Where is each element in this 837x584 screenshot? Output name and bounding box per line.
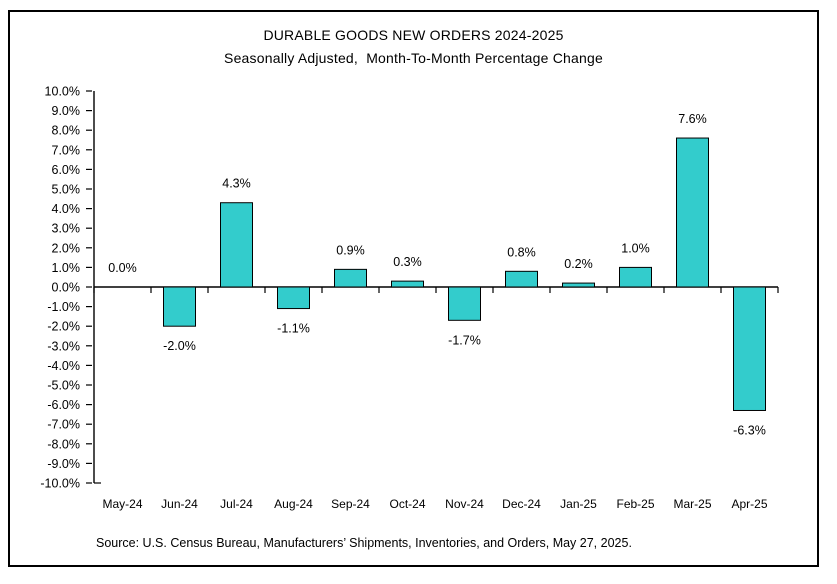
bar-Dec-24 bbox=[505, 270, 538, 288]
x-axis-label-Jul-24: Jul-24 bbox=[220, 497, 253, 511]
bar-Feb-25 bbox=[619, 266, 652, 288]
bar-Jan-25 bbox=[562, 282, 595, 288]
y-axis-tick-label: 4.0% bbox=[52, 202, 81, 216]
bar-value-label-Nov-24: -1.7% bbox=[448, 333, 481, 347]
x-axis-label-May-24: May-24 bbox=[102, 497, 142, 511]
bar-value-label-Apr-25: -6.3% bbox=[733, 423, 766, 437]
chart-subtitle: Seasonally Adjusted, Month-To-Month Perc… bbox=[224, 50, 603, 66]
bar-Nov-24 bbox=[448, 286, 481, 321]
x-axis-label-Oct-24: Oct-24 bbox=[389, 497, 425, 511]
x-axis-label-Feb-25: Feb-25 bbox=[616, 497, 654, 511]
bar-value-label-Jun-24: -2.0% bbox=[163, 339, 196, 353]
bar-value-label-Sep-24: 0.9% bbox=[336, 243, 365, 257]
y-axis-tick-label: 9.0% bbox=[52, 104, 81, 118]
bar-value-label-Dec-24: 0.8% bbox=[507, 245, 536, 259]
y-axis-tick-label: -6.0% bbox=[47, 398, 80, 412]
x-axis-label-Jun-24: Jun-24 bbox=[161, 497, 198, 511]
x-axis-label-Aug-24: Aug-24 bbox=[274, 497, 313, 511]
y-axis-tick-label: 7.0% bbox=[52, 143, 81, 157]
bar-Mar-25 bbox=[676, 137, 709, 288]
chart-border-frame bbox=[8, 10, 819, 567]
bar-Jul-24 bbox=[220, 202, 253, 288]
y-axis-tick-label: 0.0% bbox=[52, 281, 81, 295]
y-axis-tick-label: 6.0% bbox=[52, 163, 81, 177]
bar-value-label-Mar-25: 7.6% bbox=[678, 112, 707, 126]
x-axis-label-Nov-24: Nov-24 bbox=[445, 497, 484, 511]
y-axis-tick-label: 1.0% bbox=[52, 261, 81, 275]
x-axis-label-Jan-25: Jan-25 bbox=[560, 497, 597, 511]
y-axis-tick-label: -4.0% bbox=[47, 359, 80, 373]
x-axis-label-Apr-25: Apr-25 bbox=[731, 497, 767, 511]
bar-value-label-Oct-24: 0.3% bbox=[393, 255, 422, 269]
x-axis-label-Sep-24: Sep-24 bbox=[331, 497, 370, 511]
bar-value-label-May-24: 0.0% bbox=[108, 261, 137, 275]
y-axis-tick-label: 3.0% bbox=[52, 222, 81, 236]
bar-Aug-24 bbox=[277, 286, 310, 310]
y-axis-tick-label: -3.0% bbox=[47, 339, 80, 353]
y-axis-tick-label: -10.0% bbox=[40, 477, 80, 491]
y-axis-tick-label: -8.0% bbox=[47, 437, 80, 451]
bar-Apr-25 bbox=[733, 286, 766, 411]
bar-value-label-Aug-24: -1.1% bbox=[277, 322, 310, 336]
y-axis-tick-label: 10.0% bbox=[45, 85, 80, 99]
y-axis-tick-label: 2.0% bbox=[52, 241, 81, 255]
bar-value-label-Feb-25: 1.0% bbox=[621, 241, 650, 255]
bar-value-label-Jan-25: 0.2% bbox=[564, 257, 593, 271]
x-axis-label-Mar-25: Mar-25 bbox=[673, 497, 711, 511]
chart-title: DURABLE GOODS NEW ORDERS 2024-2025 bbox=[263, 27, 564, 43]
x-axis-label-Dec-24: Dec-24 bbox=[502, 497, 541, 511]
source-note: Source: U.S. Census Bureau, Manufacturer… bbox=[96, 536, 632, 550]
y-axis-tick-label: -7.0% bbox=[47, 418, 80, 432]
y-axis-tick-label: 8.0% bbox=[52, 124, 81, 138]
bar-Sep-24 bbox=[334, 268, 367, 288]
y-axis-tick-label: -9.0% bbox=[47, 457, 80, 471]
y-axis-tick-label: -5.0% bbox=[47, 379, 80, 393]
y-axis-tick-label: 5.0% bbox=[52, 183, 81, 197]
y-axis-tick-label: -2.0% bbox=[47, 320, 80, 334]
bar-Jun-24 bbox=[163, 286, 196, 327]
bar-Oct-24 bbox=[391, 280, 424, 288]
bar-value-label-Jul-24: 4.3% bbox=[222, 177, 251, 191]
y-axis-tick-label: -1.0% bbox=[47, 300, 80, 314]
